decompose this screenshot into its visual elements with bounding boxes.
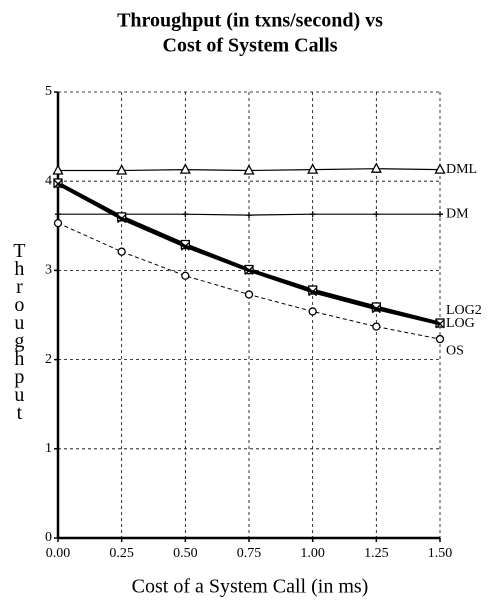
- data-point: [435, 334, 445, 344]
- y-tick-label: 2: [45, 352, 52, 367]
- data-point: [308, 307, 317, 316]
- chart-title: Throughput (in txns/second) vs: [117, 10, 383, 32]
- data-point: [246, 212, 252, 219]
- data-point: [52, 164, 64, 175]
- x-tick-label: 1.00: [300, 546, 325, 561]
- x-tick-label: 1.25: [364, 546, 389, 561]
- data-point: [117, 247, 126, 256]
- x-tick-label: 0.00: [46, 546, 71, 561]
- series-label: OS: [446, 343, 464, 358]
- x-tick-label: 1.50: [428, 546, 453, 561]
- data-point: [117, 214, 127, 224]
- data-point: [53, 218, 63, 228]
- data-point: [243, 164, 255, 175]
- data-point: [116, 164, 128, 175]
- y-tick-label: 0: [45, 530, 52, 545]
- y-tick-label: 3: [45, 263, 52, 278]
- x-tick-label: 0.50: [173, 546, 198, 561]
- y-axis-label: Throughput: [8, 240, 30, 420]
- y-tick-label: 1: [45, 441, 52, 456]
- series-label: LOG2: [446, 303, 482, 318]
- data-point: [180, 241, 190, 251]
- data-point: [55, 211, 61, 218]
- data-point: [244, 265, 254, 275]
- data-point: [53, 179, 63, 189]
- data-point: [308, 287, 318, 297]
- series-label: DM: [446, 206, 469, 221]
- series-label: DML: [446, 162, 477, 177]
- series-label: LOG: [446, 316, 475, 331]
- data-point: [182, 211, 189, 218]
- data-point: [309, 211, 316, 218]
- data-point: [437, 211, 443, 218]
- data-point: [244, 290, 254, 299]
- chart-title: Cost of System Calls: [163, 35, 338, 57]
- data-point: [435, 319, 445, 329]
- x-axis-label: Cost of a System Call (in ms): [132, 576, 369, 598]
- x-tick-label: 0.25: [109, 546, 134, 561]
- data-point: [181, 271, 190, 280]
- data-point: [370, 162, 382, 173]
- data-point: [371, 304, 381, 314]
- y-tick-label: 4: [45, 173, 52, 188]
- data-point: [372, 322, 381, 331]
- x-tick-label: 0.75: [237, 546, 262, 561]
- data-point: [373, 211, 380, 218]
- data-point: [434, 163, 446, 174]
- data-point: [179, 163, 191, 174]
- y-tick-label: 5: [45, 84, 52, 99]
- data-point: [307, 163, 319, 174]
